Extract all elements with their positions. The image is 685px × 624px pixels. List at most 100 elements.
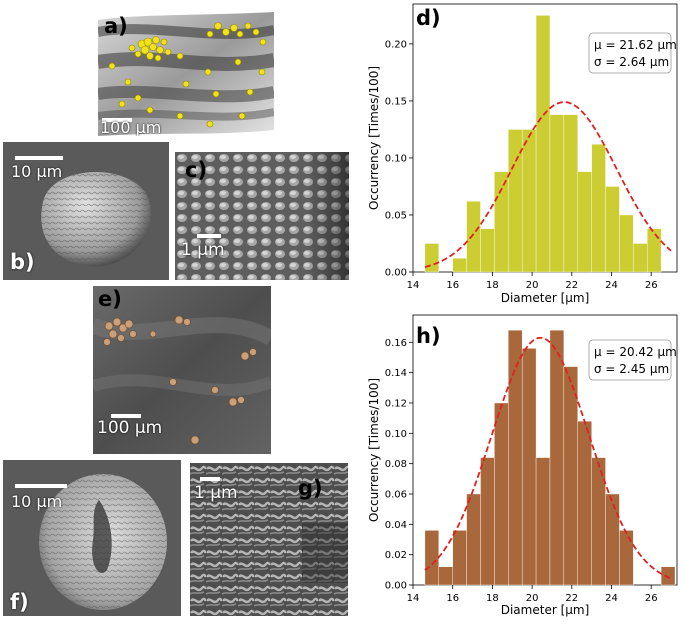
histogram-bar [619,530,634,586]
x-tick-label: 20 [526,593,539,604]
scale-label-g: 1 μm [194,483,238,503]
histogram-bar [480,228,495,273]
sem-overview-image-a [98,12,274,136]
histogram-bar [660,566,676,586]
y-tick-label: 0.02 [385,550,407,561]
x-tick-label: 22 [565,280,578,291]
sem-overview-image-e [93,286,271,454]
histogram-bar [521,348,537,586]
x-tick-label: 18 [486,593,499,604]
x-tick-label: 14 [407,593,420,604]
x-tick-label: 26 [645,280,658,291]
legend-mu-d: μ = 21.62 μm [594,38,677,52]
y-tick-label: 0.00 [385,581,407,592]
legend-box-h [588,339,672,381]
x-tick-label: 14 [407,280,420,291]
x-tick-label: 18 [486,280,499,291]
y-tick-label: 0.10 [385,429,407,440]
histogram-d-svg: 14 16 18 20 22 24 26 0.00 0.05 0.10 0.15 0.20 Diam… [367,3,678,305]
y-tick-label: 0.14 [385,368,407,379]
panel-label-b: b) [10,250,35,274]
y-tick-label: 0.10 [385,153,407,164]
scale-label-a: 100 μm [100,118,162,136]
x-tick-label: 24 [605,280,618,291]
histogram-bar [521,129,537,273]
histogram-bar [577,420,592,586]
y-tick-label: 0.08 [385,459,407,470]
panel-label-e: e) [98,287,122,311]
histogram-h-svg: 14 16 18 20 22 24 26 0.000.020.040.060.080.100… [367,314,678,617]
histogram-bar [591,144,606,273]
histogram-bar [563,366,578,586]
panel-label-f: f) [10,590,29,614]
texture-image-c [175,152,349,280]
fit-curve-d [424,101,672,268]
histogram-bar [494,402,509,586]
texture-image-g [190,463,348,616]
panel-label-d: d) [416,6,441,30]
histogram-bar [535,457,551,586]
scale-bar-e [111,414,141,418]
histogram-bar [424,243,440,273]
panel-label-c: c) [185,158,208,182]
histogram-bar [647,228,662,273]
panel-c-sem-image: 1 μm [175,152,349,280]
histogram-bar [549,114,565,273]
panel-g-sem-image: 1 μm [190,463,348,616]
fit-curve-h [424,336,672,580]
panel-label-a: a) [104,14,128,38]
panel-a-sem-image: 100 μm [98,12,274,136]
y-tick-label: 0.04 [385,520,407,531]
legend-mu-h: μ = 20.42 μm [594,345,677,359]
bars-d [424,15,662,273]
scale-label-e: 100 μm [97,418,163,438]
histogram-bar [591,457,606,586]
particle-image-f [39,474,167,610]
x-axis-label-h: Diameter [μm] [501,603,590,617]
histogram-bar [466,493,481,586]
x-tick-label: 20 [526,280,539,291]
y-tick-label: 0.00 [385,268,407,279]
histogram-bar [535,15,551,273]
scale-label-f: 10 μm [11,492,63,511]
histogram-bar [619,214,634,273]
scale-bar-g [200,477,220,481]
histogram-d: 14 16 18 20 22 24 26 0.00 0.05 0.10 0.15 0.20 Diam… [352,0,685,310]
x-tick-label: 16 [446,280,459,291]
panel-label-g: g) [298,476,323,500]
bars-h [424,329,676,586]
x-tick-label: 22 [565,593,578,604]
histogram-bar [466,201,481,273]
histogram-bar [480,457,495,586]
legend-sigma-d: σ = 2.64 μm [594,55,669,69]
y-tick-label: 0.16 [385,338,407,349]
panel-e-sem-image: 100 μm [93,286,271,454]
particles-e [103,315,257,445]
y-tick-label: 0.20 [385,39,407,50]
scale-bar-b [15,156,63,160]
y-axis-label-d: Occurrency [Times/100] [367,66,381,210]
legend-sigma-h: σ = 2.45 μm [594,362,669,376]
x-ticks-h: 14 16 18 20 22 24 26 [407,585,658,604]
x-axis-label-d: Diameter [μm] [501,291,590,305]
legend-box-d [588,32,672,74]
histogram-bar [452,258,467,273]
x-tick-label: 26 [645,593,658,604]
histogram-bar [577,171,592,273]
y-ticks-h: 0.00 0.02 0.04 0.06 0.08 0.10 0.12 0.14 0.16 [385,338,413,592]
x-tick-label: 16 [446,593,459,604]
histogram-bar [508,129,523,273]
scale-bar-a [102,118,132,122]
histogram-bar [605,186,620,273]
scale-bar-c [197,234,221,238]
scale-label-b: 10 μm [11,162,63,181]
histogram-bar [605,493,620,586]
histogram-bar [438,566,453,586]
histogram-bar [549,329,565,586]
y-ticks-d: 0.00 0.05 0.10 0.15 0.20 [385,39,413,279]
panel-b-sem-image: 10 μm [3,142,169,280]
histogram-bar [424,530,440,586]
y-tick-label: 0.06 [385,489,407,500]
histogram-bar [494,171,509,273]
scale-label-c: 1 μm [181,240,225,260]
